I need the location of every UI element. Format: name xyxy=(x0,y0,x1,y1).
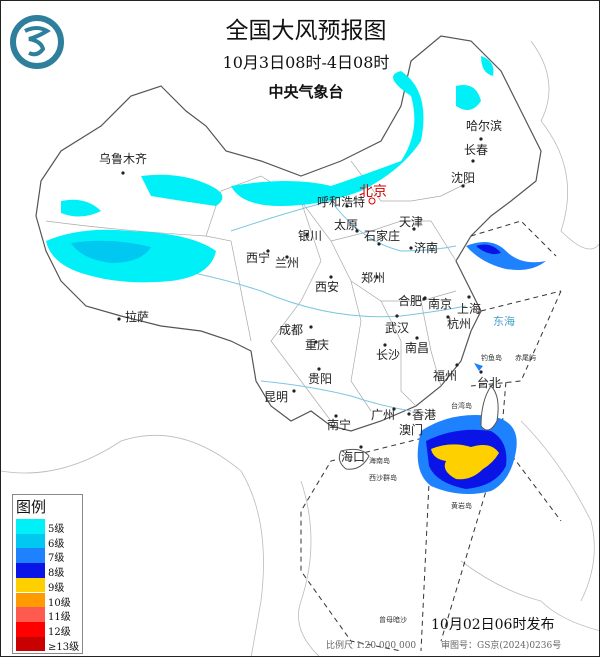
city-label-lanzhou: 兰州 xyxy=(275,256,300,270)
city-label-yinchuan: 银川 xyxy=(298,229,323,243)
legend-label: 6级 xyxy=(48,538,65,550)
legend-item: 12级 xyxy=(16,621,82,638)
wind-areas xyxy=(46,56,546,495)
city-label-chengdu: 成都 xyxy=(279,323,304,337)
forecast-period: 10月3日08时-4日08时 xyxy=(222,53,390,72)
legend-swatch xyxy=(16,607,45,622)
city-label-kunming: 昆明 xyxy=(264,390,289,404)
legend-swatch xyxy=(16,636,45,652)
wind-area-5-northeast2 xyxy=(481,56,494,76)
wind-area-9-south-china-sea xyxy=(431,444,499,480)
legend-label: 12级 xyxy=(48,626,71,638)
place-label-xisha: 西沙群岛 xyxy=(369,474,397,482)
legend: 图例 5级 6级 7级 8级 9级 10级 11级 12级 ≥13级 xyxy=(12,494,83,654)
legend-swatch xyxy=(16,533,45,549)
city-label-wuhan: 武汉 xyxy=(385,321,410,335)
wind-area-5-xinjiang xyxy=(141,174,223,206)
city-label-nanjing: 南京 xyxy=(428,297,453,311)
city-label-shenyang: 沈阳 xyxy=(451,171,476,185)
city-label-tianjin: 天津 xyxy=(399,215,424,229)
wind-area-5-xinjiang-west xyxy=(61,199,101,217)
city-label-nanning: 南宁 xyxy=(327,418,352,432)
city-label-guangzhou: 广州 xyxy=(371,408,396,422)
city-label-guiyang: 贵阳 xyxy=(308,372,333,386)
city-label-beijing: 北京 xyxy=(359,184,387,200)
legend-swatch xyxy=(16,519,45,534)
city-label-taiyuan: 太原 xyxy=(334,218,359,232)
city-label-chongqing: 重庆 xyxy=(305,338,330,352)
city-label-changsha: 长沙 xyxy=(376,348,401,362)
legend-title: 图例 xyxy=(16,498,47,516)
place-label-zengmu: 曾母暗沙 xyxy=(379,616,407,624)
legend-label: 11级 xyxy=(48,612,71,624)
city-label-urumqi: 乌鲁木齐 xyxy=(99,152,148,166)
cma-logo xyxy=(10,15,64,69)
city-label-haikou: 海口 xyxy=(341,450,366,464)
wind-area-5-mongolia xyxy=(231,71,424,206)
legend-item: ≥13级 xyxy=(16,636,82,653)
legend-item: 6级 xyxy=(16,533,82,550)
legend-swatch xyxy=(16,577,45,593)
sea-label-east-sea: 东海 xyxy=(493,315,515,328)
city-label-zhengzhou: 郑州 xyxy=(361,271,386,285)
beijing-marker xyxy=(368,197,376,205)
neighbor-borders xyxy=(1,40,599,656)
taiwan-outline xyxy=(480,385,499,431)
issuing-agency: 中央气象台 xyxy=(268,83,344,101)
issue-time: 10月02日06时发布 xyxy=(431,617,555,633)
place-label-hainan-island: 海南岛 xyxy=(369,457,390,465)
city-label-shanghai: 上海 xyxy=(457,302,482,316)
legend-label: ≥13级 xyxy=(48,641,80,653)
legend-item: 9级 xyxy=(16,577,82,594)
map-title: 全国大风预报图 xyxy=(225,18,387,44)
city-label-macau: 澳门 xyxy=(399,423,424,437)
city-label-hongkong: 香港 xyxy=(412,408,437,422)
legend-label: 10级 xyxy=(48,597,71,609)
legend-item: 5级 xyxy=(16,519,82,535)
city-label-xining: 西宁 xyxy=(246,251,271,265)
city-label-jinan: 济南 xyxy=(414,241,439,255)
wind-area-5-northeast xyxy=(456,85,481,110)
legend-item: 10级 xyxy=(16,592,82,609)
wind-area-8-yellow-sea xyxy=(476,244,501,255)
legend-swatch xyxy=(16,548,45,564)
wind-area-taiwan-strait xyxy=(474,363,483,371)
place-label-chiwei: 赤尾屿 xyxy=(515,354,536,362)
city-label-hefei: 合肥 xyxy=(398,294,423,308)
place-label-taiwan-island: 台湾岛 xyxy=(451,402,472,410)
legend-item: 8级 xyxy=(16,563,82,580)
city-label-changchun: 长春 xyxy=(464,143,489,157)
legend-label: 7级 xyxy=(48,553,65,565)
place-label-diaoyu: 钓鱼岛 xyxy=(481,354,502,362)
wind-area-6-tibet xyxy=(71,240,151,263)
map-approval-number: 审图号：GS京(2024)0236号 xyxy=(441,641,562,651)
legend-swatch xyxy=(16,563,45,578)
city-label-hangzhou: 杭州 xyxy=(447,317,472,331)
city-dots xyxy=(117,137,483,449)
hainan-outline xyxy=(338,448,370,470)
map-footer: 比例尺 1:20 000 000 审图号：GS京(2024)0236号 xyxy=(326,638,583,651)
legend-swatch xyxy=(16,592,45,608)
city-label-shijiazhuang: 石家庄 xyxy=(364,229,401,243)
legend-item: 7级 xyxy=(16,548,82,565)
legend-label: 5级 xyxy=(48,524,65,535)
city-label-nanchang: 南昌 xyxy=(405,341,430,355)
city-label-harbin: 哈尔滨 xyxy=(466,119,503,133)
place-label-huangyan: 黄岩岛 xyxy=(451,502,472,510)
city-label-fuzhou: 福州 xyxy=(433,369,458,383)
legend-label: 9级 xyxy=(48,582,65,594)
legend-label: 8级 xyxy=(48,568,65,580)
legend-item: 11级 xyxy=(16,607,82,624)
city-label-taipei: 台北 xyxy=(477,376,502,390)
city-label-hohhot: 呼和浩特 xyxy=(317,195,366,209)
city-label-xian: 西安 xyxy=(315,280,340,294)
map-scale: 比例尺 1:20 000 000 xyxy=(326,641,417,651)
city-label-lhasa: 拉萨 xyxy=(125,310,150,324)
legend-swatch xyxy=(16,621,45,637)
